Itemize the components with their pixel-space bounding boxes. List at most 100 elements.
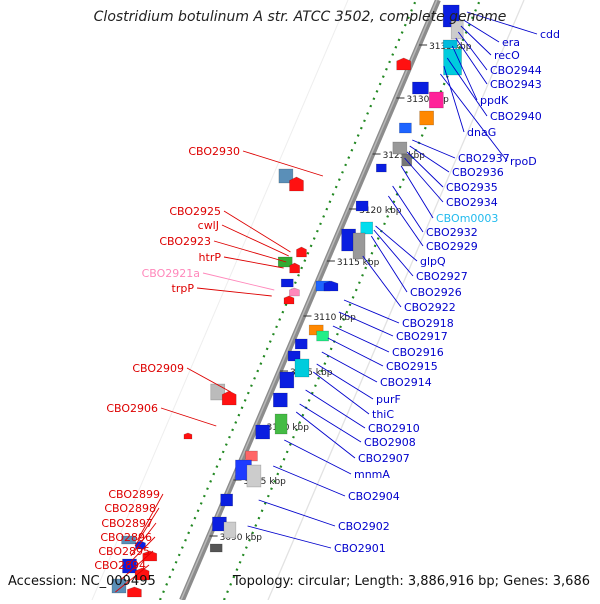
reverse-gene-feature	[134, 567, 150, 581]
forward-gene-label: CBO2908	[364, 436, 416, 449]
reverse-gene-leader	[120, 550, 154, 581]
forward-gene-leader	[295, 411, 356, 459]
forward-gene-label: CBO2943	[490, 78, 542, 91]
forward-gene-leader	[440, 73, 508, 162]
reverse-gene-leader	[134, 507, 160, 547]
reverse-gene-leader	[137, 493, 164, 541]
kbp-tick-label: 3090 kbp	[220, 533, 263, 543]
reverse-gene-feature	[183, 432, 193, 440]
kbp-tick-label: 3120 kbp	[359, 206, 402, 216]
forward-gene-feature	[279, 371, 295, 389]
forward-gene-leader	[455, 37, 488, 85]
forward-gene-leader	[409, 145, 450, 173]
forward-gene-leader	[305, 389, 366, 429]
forward-gene-leader	[258, 499, 336, 527]
forward-gene-feature	[316, 330, 329, 342]
forward-gene-leader	[272, 465, 346, 497]
forward-gene-leader	[327, 337, 384, 367]
forward-gene-label: glpQ	[420, 255, 446, 268]
forward-gene-leader	[400, 165, 434, 219]
reverse-gene-label: CBO2930	[188, 145, 240, 158]
reverse-gene-leader	[223, 256, 284, 269]
forward-gene-feature	[209, 543, 223, 553]
forward-gene-feature	[355, 200, 369, 212]
reverse-gene-label: CBO2909	[132, 362, 184, 375]
forward-gene-feature	[419, 110, 434, 126]
forward-gene-leader	[406, 151, 444, 188]
reverse-gene-leader	[221, 224, 289, 257]
forward-gene-leader	[412, 139, 456, 159]
forward-gene-label: ppdK	[480, 94, 509, 107]
reverse-gene-leader	[213, 240, 287, 263]
kbp-tick-label: 3100 kbp	[267, 423, 310, 433]
genome-summary-text: Topology: circular; Length: 3,886,916 bp…	[232, 574, 590, 589]
forward-gene-label: CBO2916	[392, 346, 444, 359]
forward-gene-feature	[287, 350, 301, 362]
reverse-gene-label: htrP	[199, 251, 222, 264]
forward-gene-feature	[220, 493, 233, 507]
forward-gene-feature	[360, 221, 374, 235]
reverse-gene-feature	[289, 176, 304, 192]
forward-gene-label: purF	[376, 393, 401, 406]
forward-gene-leader	[443, 65, 465, 133]
reverse-gene-feature	[121, 535, 136, 545]
forward-gene-leader	[457, 31, 488, 71]
reverse-tick-track	[222, 0, 482, 601]
forward-gene-leader	[460, 25, 492, 56]
reverse-gene-feature	[278, 168, 294, 184]
forward-gene-feature	[223, 521, 237, 539]
forward-gene-label: CBO2915	[386, 360, 438, 373]
forward-gene-leader	[446, 57, 488, 117]
forward-gene-label: CBO2940	[490, 110, 542, 123]
reverse-gene-leader	[242, 150, 324, 177]
kbp-tick-label: 3105 kbp	[290, 368, 333, 378]
forward-gene-feature	[273, 392, 288, 408]
forward-gene-label: CBO2914	[380, 376, 432, 389]
reverse-gene-label: CBO2895	[98, 545, 150, 558]
forward-gene-label: rpoD	[510, 155, 537, 168]
reverse-gene-label: trpP	[172, 282, 195, 295]
forward-gene-leader	[321, 351, 378, 383]
reverse-gene-feature	[283, 295, 295, 305]
forward-gene-leader	[284, 439, 352, 475]
reverse-gene-label: CBO2896	[100, 531, 152, 544]
forward-gene-label: mnmA	[354, 468, 390, 481]
forward-gene-leader	[247, 525, 332, 549]
forward-gene-label: CBO2907	[358, 452, 410, 465]
forward-gene-label: CBO2937	[458, 152, 510, 165]
forward-gene-leader	[362, 255, 402, 308]
reverse-gene-leader	[186, 367, 231, 393]
kbp-tick-label: 3130 kbp	[406, 95, 449, 105]
forward-gene-label: CBO2922	[404, 301, 456, 314]
forward-gene-label: CBO2910	[368, 422, 420, 435]
reverse-gene-feature	[289, 287, 300, 297]
reverse-gene-label: CBO2894	[94, 559, 146, 572]
forward-gene-label: CBO2932	[426, 226, 478, 239]
forward-gene-leader	[392, 185, 424, 233]
forward-gene-label: dnaG	[467, 126, 496, 139]
reverse-gene-label: CBO2925	[169, 205, 221, 218]
forward-gene-leader	[299, 403, 362, 443]
reverse-gene-feature	[127, 586, 142, 598]
forward-gene-feature	[429, 91, 444, 109]
forward-gene-leader	[313, 371, 370, 415]
reverse-gene-label: CBO2898	[104, 502, 156, 515]
forward-gene-feature	[442, 39, 458, 49]
reverse-gene-label: cwlJ	[198, 219, 219, 232]
forward-gene-label: recO	[494, 49, 520, 62]
reverse-gene-feature	[396, 57, 411, 71]
reverse-gene-label: CBO2923	[159, 235, 211, 248]
forward-gene-leader	[316, 363, 374, 400]
forward-gene-label: CBO2927	[416, 270, 468, 283]
reverse-gene-leader	[130, 522, 157, 557]
reverse-gene-leader	[160, 407, 217, 427]
reverse-gene-feature	[210, 383, 226, 401]
accession-text: Accession: NC_009495	[8, 574, 156, 589]
backbone-highlight	[180, 0, 438, 601]
forward-gene-feature	[376, 163, 387, 173]
forward-gene-feature	[392, 141, 408, 155]
kbp-tick-label: 3115 kbp	[337, 258, 380, 268]
forward-gene-feature	[294, 338, 308, 350]
forward-gene-label: CBO2904	[348, 490, 400, 503]
